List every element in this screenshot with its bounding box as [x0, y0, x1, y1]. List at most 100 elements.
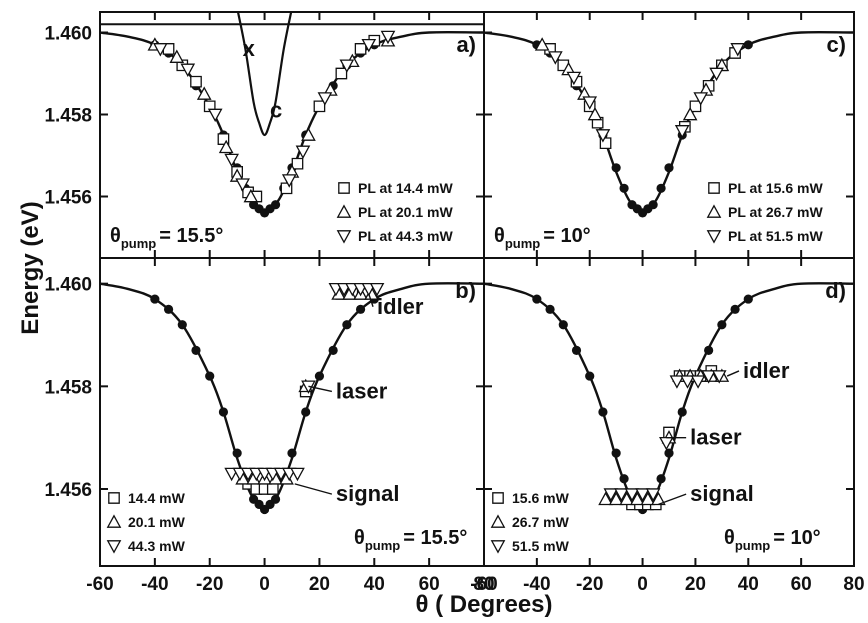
- legend-marker: [706, 204, 722, 218]
- data-dot: [355, 304, 366, 314]
- series-marker: [317, 92, 333, 106]
- x-tick-label: 20: [309, 574, 330, 595]
- x-tick-label: 80: [843, 574, 864, 595]
- panel-label: a): [456, 32, 476, 57]
- series-marker: [548, 51, 563, 65]
- data-dot: [611, 163, 621, 173]
- y-tick-label: 1.458: [44, 106, 92, 127]
- data-dot: [532, 294, 542, 304]
- data-dot: [218, 407, 229, 417]
- series-marker: [669, 375, 685, 389]
- legend-entry: PL at 51.5 mW: [728, 228, 823, 244]
- data-dot: [585, 371, 595, 381]
- legend-marker: [490, 514, 506, 528]
- pump-angle-label: θpump = 15.5°: [354, 527, 467, 553]
- annotation-label: laser: [336, 378, 388, 403]
- y-axis-label: Energy (eV): [17, 201, 44, 334]
- legend-marker: [108, 492, 120, 504]
- series-marker: [291, 157, 304, 170]
- series-marker: [380, 30, 396, 45]
- series-marker: [674, 125, 690, 139]
- series-marker: [582, 96, 598, 110]
- x-tick-label: 0: [637, 574, 648, 595]
- legend-entry: 44.3 mW: [128, 538, 186, 554]
- data-dot: [301, 407, 311, 417]
- data-dot: [270, 200, 281, 210]
- annotation-label: idler: [377, 294, 424, 319]
- data-dot: [150, 294, 160, 304]
- x-tick-label: 40: [738, 574, 759, 595]
- data-dot: [648, 200, 658, 210]
- series-marker: [701, 370, 716, 384]
- data-dot: [314, 371, 325, 381]
- series-marker: [207, 108, 223, 123]
- legend-entry: 51.5 mW: [512, 538, 570, 554]
- series-marker: [266, 483, 279, 495]
- data-dot: [656, 183, 666, 193]
- legend-entry: PL at 15.6 mW: [728, 180, 823, 196]
- data-dot: [704, 345, 714, 355]
- series-marker: [290, 467, 305, 482]
- annotation-label: c: [270, 97, 282, 122]
- series-marker: [624, 488, 640, 502]
- y-tick-label: 1.460: [44, 24, 92, 45]
- y-tick-label: 1.456: [44, 480, 92, 501]
- series-marker: [587, 106, 603, 121]
- data-dot: [619, 183, 629, 193]
- legend-entry: PL at 44.3 mW: [358, 228, 453, 244]
- data-dot: [677, 407, 687, 417]
- pump-angle-label: θpump = 10°: [724, 527, 821, 553]
- legend-entry: PL at 14.4 mW: [358, 180, 453, 196]
- legend-entry: 15.6 mW: [512, 490, 570, 506]
- data-dot: [743, 294, 753, 304]
- series-marker: [313, 100, 326, 113]
- series-marker: [196, 86, 212, 100]
- legend-marker: [708, 182, 720, 194]
- data-dot: [571, 345, 582, 355]
- data-dot: [664, 448, 674, 458]
- annotation-label: laser: [690, 425, 742, 450]
- series-marker: [224, 153, 239, 168]
- panel-label: b): [455, 278, 476, 303]
- x-tick-label: 20: [685, 574, 706, 595]
- series-marker: [693, 92, 709, 106]
- series-marker: [180, 63, 196, 77]
- series-marker: [218, 139, 234, 154]
- series-marker: [608, 491, 624, 506]
- annotation-label: x: [243, 36, 256, 61]
- data-dot: [328, 345, 338, 355]
- y-tick-label: 1.456: [44, 188, 92, 209]
- series-marker: [711, 370, 727, 384]
- legend-marker: [338, 182, 350, 194]
- legend-marker: [490, 540, 506, 554]
- data-dot: [177, 320, 187, 330]
- series-marker: [651, 491, 666, 506]
- data-dot: [656, 474, 666, 484]
- x-tick-label: 0: [259, 574, 270, 595]
- x-tick-label: 80: [473, 574, 494, 595]
- data-dot: [232, 448, 242, 458]
- legend-entry: 20.1 mW: [128, 514, 186, 530]
- panel-b: 1.456 1.458 1.460 -60 -40 -20 0 20 40 60 80 b) idler…: [44, 257, 495, 595]
- panels: 1.456 1.458 1.460 a) x c PL at 14.4 mW PL at 20…: [44, 11, 865, 595]
- annotation-label: signal: [690, 481, 754, 506]
- annotation-arrow: [658, 493, 687, 506]
- x-tick-label: -20: [196, 574, 223, 595]
- series-marker: [190, 75, 202, 88]
- x-tick-label: -60: [86, 574, 113, 595]
- x-tick-label: -40: [523, 574, 550, 595]
- data-dot: [191, 345, 201, 355]
- series-marker: [169, 49, 185, 63]
- cavity-curve: [236, 12, 293, 137]
- series-marker: [635, 488, 650, 502]
- data-dot: [598, 407, 608, 417]
- x-tick-label: 60: [419, 574, 440, 595]
- series-marker: [335, 67, 348, 80]
- series-marker: [534, 37, 550, 51]
- x-tick-label: 40: [364, 574, 385, 595]
- series-marker: [595, 129, 611, 143]
- data-dot: [342, 320, 352, 330]
- series-marker: [603, 488, 619, 502]
- x-tick-label: 60: [791, 574, 812, 595]
